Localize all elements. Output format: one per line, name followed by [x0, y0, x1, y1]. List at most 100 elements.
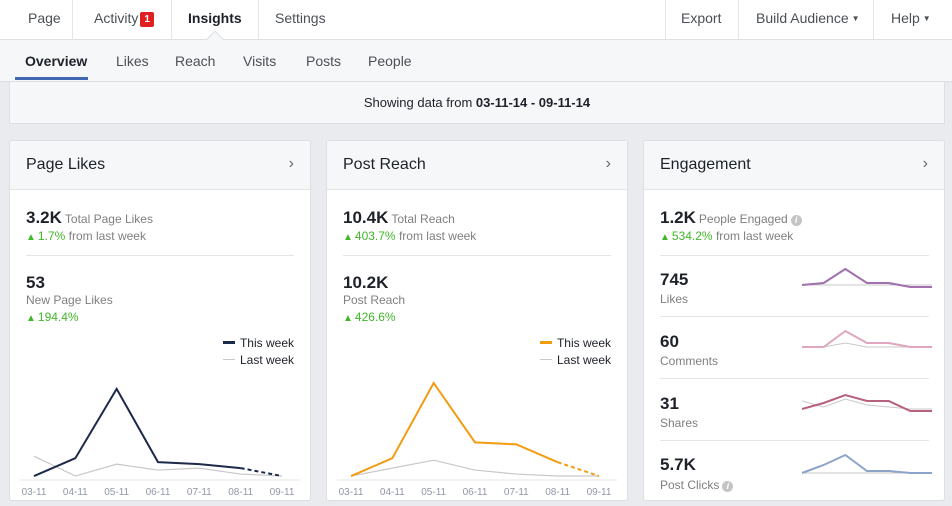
chevron-right-icon[interactable]: › [605, 155, 611, 172]
x-tick-label: 06-11 [146, 487, 171, 498]
top-nav: Page Activity 1 Insights Settings Export … [0, 0, 952, 40]
sparkline-this-week [801, 453, 932, 474]
nav-divider [665, 0, 666, 40]
series-this-week [350, 381, 559, 477]
x-tick-label: 09-11 [270, 487, 295, 498]
page-likes-card: Page Likes › 3.2K Total Page Likes ▲ 1.7% … [9, 140, 311, 501]
nav-divider [258, 0, 259, 40]
sparkline-last-week [801, 398, 932, 410]
shares-label: Shares [660, 416, 699, 430]
post-clicks-label: Post Clicks i [660, 478, 734, 492]
nav-insights[interactable]: Insights [188, 0, 242, 40]
export-button[interactable]: Export [681, 0, 721, 40]
page-likes-chart: 03-11 04-11 05-11 06-11 07-11 08-11 09-11 [20, 386, 300, 498]
chart-legend: This week Last week [222, 335, 294, 369]
chevron-right-icon[interactable]: › [288, 155, 294, 172]
tab-likes[interactable]: Likes [116, 53, 149, 69]
tab-posts[interactable]: Posts [306, 53, 342, 69]
legend-swatch [222, 359, 235, 360]
sparkline-this-week [801, 393, 932, 412]
x-tick-label: 03-11 [22, 487, 47, 498]
nav-divider [873, 0, 874, 40]
nav-divider [738, 0, 739, 40]
total-reach-value: 10.4K [343, 208, 389, 227]
nav-settings[interactable]: Settings [275, 0, 326, 40]
tab-reach[interactable]: Reach [175, 53, 216, 69]
info-icon[interactable]: i [790, 215, 802, 226]
divider [660, 440, 929, 441]
new-page-likes-value: 53 [26, 273, 45, 292]
post-reach-card: Post Reach › 10.4K Total Reach ▲ 403.7% fr… [326, 140, 628, 501]
sub-nav: Overview Likes Reach Visits Posts People [0, 40, 952, 82]
tab-people[interactable]: People [368, 53, 412, 69]
divider [343, 255, 611, 256]
arrow-up-icon: ▲ [343, 313, 353, 324]
total-page-likes-label: Total Page Likes [64, 212, 153, 226]
nav-divider [72, 0, 73, 40]
legend-last-week: Last week [222, 352, 294, 369]
divider [660, 378, 929, 379]
legend-swatch [222, 341, 235, 344]
caret-down-icon: ▼ [851, 14, 860, 23]
nav-activity-label: Activity [94, 10, 139, 26]
date-range-bar: Showing data from 03-11-14 - 09-11-14 [9, 82, 945, 124]
arrow-up-icon: ▲ [26, 313, 36, 324]
post-reach-value: 10.2K [343, 273, 389, 292]
legend-swatch [539, 359, 552, 360]
divider [26, 255, 294, 256]
shares-value: 31 [660, 394, 679, 413]
sparkline-this-week [801, 267, 932, 288]
new-page-likes-label: New Page Likes [26, 293, 113, 307]
chart-legend: This week Last week [539, 335, 611, 369]
active-tab-indicator [15, 77, 88, 80]
engagement-header[interactable]: Engagement › [644, 141, 944, 190]
help-button[interactable]: Help ▼ [891, 0, 931, 40]
legend-this-week: This week [539, 335, 611, 352]
sparkline-this-week [802, 329, 932, 348]
x-tick-label: 08-11 [545, 487, 570, 498]
people-engaged-value: 1.2K [660, 208, 696, 227]
post-clicks-value: 5.7K [660, 455, 696, 474]
legend-this-week: This week [222, 335, 294, 352]
nav-activity[interactable]: Activity 1 [94, 0, 154, 40]
tab-overview[interactable]: Overview [25, 53, 88, 69]
nav-settings-label: Settings [275, 10, 326, 26]
total-page-likes-value: 3.2K [26, 208, 62, 227]
x-tick-label: 04-11 [380, 487, 405, 498]
engagement-sparklines [801, 267, 932, 474]
post-reach-chart: 03-11 04-11 05-11 06-11 07-11 08-11 09-11 [337, 381, 617, 498]
nav-page-label: Page [28, 10, 61, 26]
build-audience-button[interactable]: Build Audience ▼ [756, 0, 860, 40]
info-icon[interactable]: i [722, 481, 734, 492]
nav-page[interactable]: Page [28, 0, 61, 40]
people-engaged: 1.2K People Engaged i [660, 208, 802, 228]
legend-last-week: Last week [539, 352, 611, 369]
divider [660, 255, 929, 256]
card-title: Engagement [660, 156, 751, 173]
post-reach-header[interactable]: Post Reach › [327, 141, 627, 190]
caret-down-icon: ▼ [922, 14, 931, 23]
tab-visits[interactable]: Visits [243, 53, 277, 69]
post-reach-change: ▲ 426.6% [343, 310, 396, 324]
chevron-right-icon[interactable]: › [922, 155, 928, 172]
arrow-up-icon: ▲ [660, 232, 670, 243]
comments-value: 60 [660, 332, 679, 351]
total-reach-change: ▲ 403.7% from last week [343, 229, 477, 243]
card-title: Page Likes [26, 156, 106, 173]
x-tick-label: 07-11 [504, 487, 529, 498]
export-label: Export [681, 10, 722, 26]
total-page-likes-change: ▲ 1.7% from last week [26, 229, 146, 243]
series-last-week [33, 455, 283, 477]
x-tick-label: 04-11 [63, 487, 88, 498]
series-this-week [33, 386, 241, 477]
page-likes-header[interactable]: Page Likes › [10, 141, 310, 190]
total-reach: 10.4K Total Reach [343, 208, 455, 228]
nav-divider [171, 0, 172, 40]
new-page-likes-change: ▲ 194.4% [26, 310, 79, 324]
x-tick-label: 05-11 [104, 487, 129, 498]
legend-swatch [539, 341, 552, 344]
help-label: Help [891, 10, 920, 26]
post-reach-label: Post Reach [343, 293, 406, 307]
comments-label: Comments [660, 354, 719, 368]
x-tick-label: 05-11 [421, 487, 446, 498]
